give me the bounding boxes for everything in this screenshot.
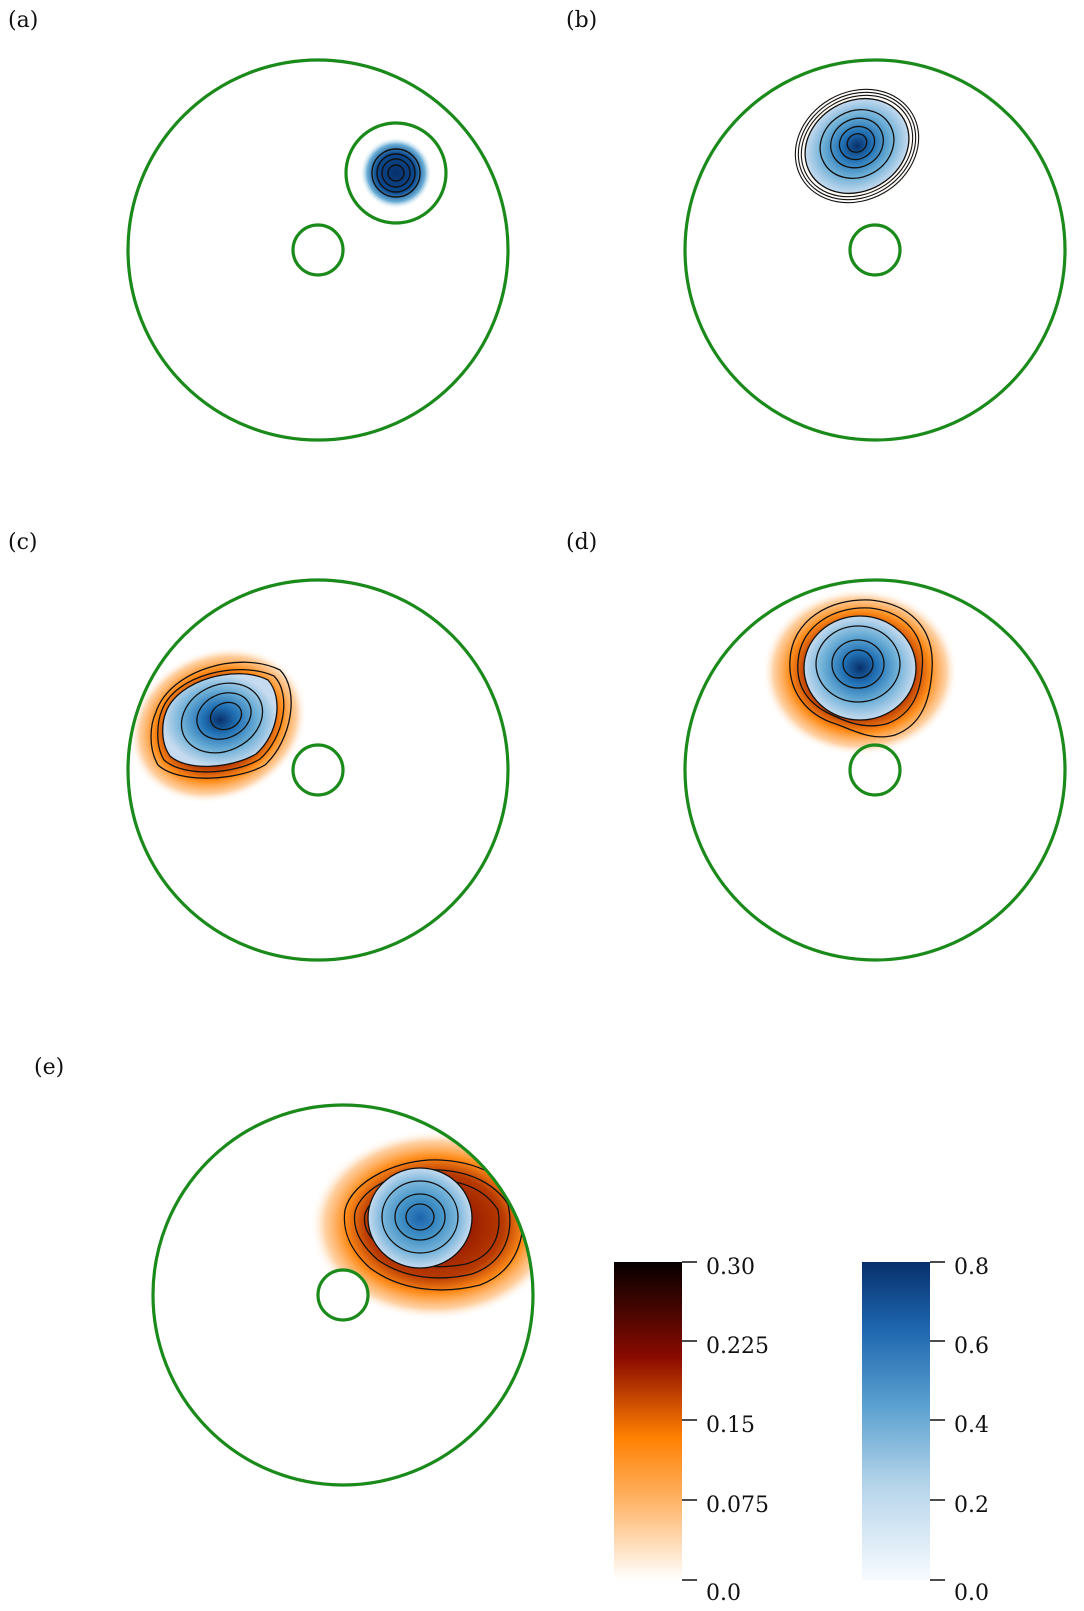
small-boundary xyxy=(848,743,902,797)
inner-boundary xyxy=(344,121,448,225)
contour-lines xyxy=(162,673,278,767)
orange-colorbar-gradient xyxy=(614,1262,682,1580)
outer-contours xyxy=(150,661,292,779)
outer-boundary xyxy=(126,578,510,962)
blue-colorbar: 0.8 0.6 0.4 0.2 0.0 xyxy=(862,1255,989,1606)
orange-tick-0: 0.30 xyxy=(706,1255,755,1280)
blue-tick-2: 0.4 xyxy=(954,1413,989,1438)
panel-a xyxy=(126,58,510,442)
panel-label-c: (c) xyxy=(8,530,38,555)
blue-tick-3: 0.2 xyxy=(954,1493,989,1518)
small-boundary xyxy=(291,223,345,277)
panel-label-e: (e) xyxy=(34,1055,65,1080)
small-boundary xyxy=(316,1268,370,1322)
panel-label-a: (a) xyxy=(8,8,39,33)
blue-colorbar-gradient xyxy=(862,1262,930,1580)
outer-contours xyxy=(789,599,933,738)
contour-lines xyxy=(371,148,421,198)
blue-tick-0: 0.8 xyxy=(954,1255,989,1280)
orange-tick-3: 0.075 xyxy=(706,1493,769,1518)
outer-boundary xyxy=(683,578,1067,962)
outer-boundary xyxy=(683,58,1067,442)
orange-tick-4: 0.0 xyxy=(706,1581,741,1606)
orange-tick-1: 0.225 xyxy=(706,1334,769,1359)
small-boundary xyxy=(848,223,902,277)
small-boundary xyxy=(291,743,345,797)
contour-lines xyxy=(804,97,910,195)
orange-colorbar: 0.30 0.225 0.15 0.075 0.0 xyxy=(614,1255,769,1606)
blue-tick-4: 0.0 xyxy=(954,1581,989,1606)
outer-contours xyxy=(794,88,920,204)
outer-boundary xyxy=(126,58,510,442)
outer-boundary xyxy=(151,1103,535,1487)
contour-lines xyxy=(803,615,917,721)
panel-d xyxy=(762,588,958,756)
blue-blob xyxy=(360,137,432,209)
panel-b xyxy=(790,82,924,210)
panel-label-b: (b) xyxy=(566,8,598,33)
panel-label-d: (d) xyxy=(566,530,598,555)
blue-tick-1: 0.6 xyxy=(954,1334,989,1359)
contour-lines xyxy=(367,1167,473,1269)
blue-blob xyxy=(162,673,278,767)
orange-tick-2: 0.15 xyxy=(706,1413,755,1438)
panel-c xyxy=(128,646,308,804)
